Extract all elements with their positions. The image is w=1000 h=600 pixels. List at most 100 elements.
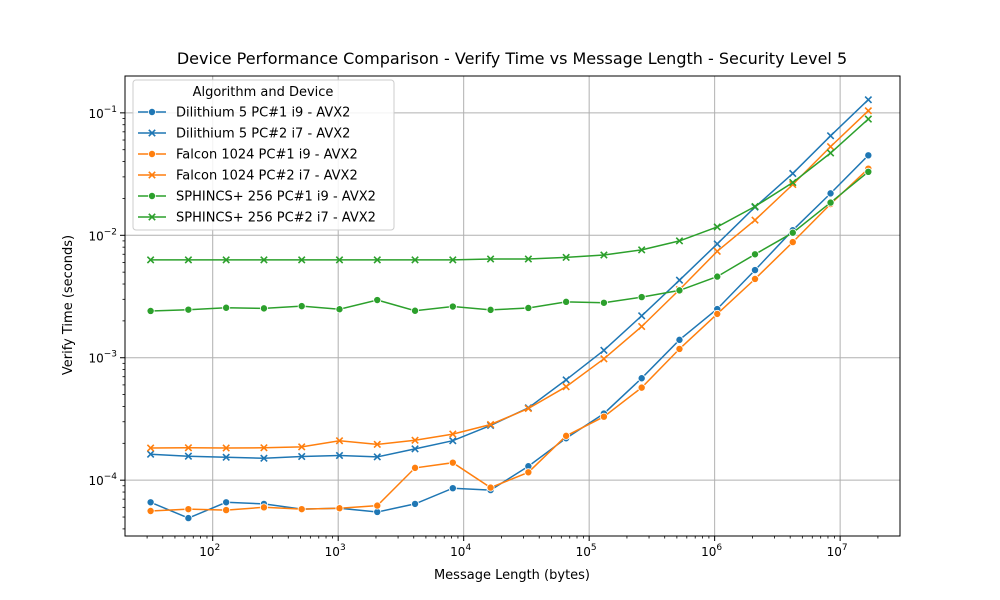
data-point: [448, 302, 457, 311]
legend-frame: [132, 79, 395, 231]
data-point: [222, 256, 230, 264]
y-tick-label: 10−1: [88, 105, 117, 121]
x-tick-label: 102: [199, 543, 220, 559]
data-point: [864, 95, 873, 104]
data-point: [335, 451, 344, 460]
data-point: [184, 514, 193, 523]
data-point: [789, 178, 797, 187]
y-tick-label: 10−4: [88, 472, 117, 488]
data-point: [486, 305, 495, 314]
data-point: [675, 237, 684, 245]
series-line: [150, 110, 869, 449]
y-tick-label: 10−3: [88, 350, 117, 366]
data-point: [146, 498, 155, 507]
data-point: [751, 266, 760, 275]
data-point: [826, 198, 835, 207]
data-point: [411, 436, 419, 444]
legend-label: Falcon 1024 PC#1 i9 - AVX2: [176, 148, 358, 163]
series-layer: [146, 95, 873, 523]
data-point: [789, 169, 797, 178]
data-point: [448, 458, 457, 467]
data-point: [637, 322, 646, 331]
legend-entry: Dilithium 5 PC#2 i7 - AVX2: [138, 127, 350, 142]
data-point: [259, 503, 268, 512]
data-point: [222, 453, 230, 461]
chart-title: Device Performance Comparison - Verify T…: [177, 49, 847, 68]
data-point: [297, 443, 306, 451]
data-point: [789, 180, 797, 189]
legend-label: Dilithium 5 PC#2 i7 - AVX2: [176, 127, 350, 142]
data-point: [335, 504, 344, 513]
legend-swatch-marker: [148, 129, 156, 137]
data-point: [260, 454, 268, 463]
data-point: [713, 309, 722, 318]
data-point: [297, 452, 306, 461]
data-point: [449, 436, 457, 445]
legend-entry: Falcon 1024 PC#1 i9 - AVX2: [138, 148, 358, 163]
data-point: [184, 256, 193, 264]
data-point: [751, 274, 760, 283]
data-point: [373, 256, 382, 264]
data-point: [788, 228, 797, 237]
legend-entry: Dilithium 5 PC#1 i9 - AVX2: [138, 106, 350, 121]
legend-entry: Falcon 1024 PC#2 i7 - AVX2: [138, 169, 358, 184]
data-point: [146, 256, 155, 264]
data-point: [146, 507, 155, 516]
legend-label: SPHINCS+ 256 PC#2 i7 - AVX2: [176, 211, 376, 226]
series-4: [146, 107, 873, 452]
data-point: [486, 255, 495, 263]
data-point: [599, 412, 608, 421]
x-tick-label: 107: [827, 543, 848, 559]
legend-swatch-marker: [148, 171, 156, 179]
data-point: [637, 312, 646, 320]
legend-swatch-marker: [147, 149, 156, 158]
data-point: [335, 436, 344, 445]
data-point: [411, 445, 419, 453]
data-point: [373, 296, 382, 305]
data-point: [562, 382, 570, 391]
data-point: [600, 251, 608, 259]
y-axis-label: Verify Time (seconds): [61, 235, 76, 375]
data-point: [675, 276, 684, 284]
data-point: [713, 247, 721, 256]
legend-swatch-marker: [147, 191, 156, 200]
legend-entry: SPHINCS+ 256 PC#1 i9 - AVX2: [138, 190, 376, 205]
legend: Algorithm and Device Dilithium 5 PC#1 i9…: [132, 79, 395, 231]
data-point: [524, 404, 533, 413]
x-tick-label: 103: [325, 543, 346, 559]
data-point: [826, 142, 835, 151]
data-point: [751, 250, 760, 259]
data-point: [600, 355, 608, 363]
data-point: [599, 298, 608, 307]
legend-swatch-marker: [148, 213, 156, 221]
data-point: [751, 202, 759, 211]
legend-label: Falcon 1024 PC#2 i7 - AVX2: [176, 169, 358, 184]
data-point: [373, 501, 382, 510]
series-6: [146, 115, 873, 264]
data-point: [222, 506, 231, 515]
ticks-layer: 102 103 104 105 106 107 10−4 10−3 10−2 10−1: [88, 105, 879, 559]
data-point: [146, 444, 155, 452]
data-point: [524, 303, 533, 312]
data-point: [260, 256, 268, 264]
data-point: [222, 444, 230, 452]
data-point: [562, 376, 570, 384]
data-point: [146, 450, 155, 458]
data-point: [449, 430, 457, 438]
data-point: [713, 223, 721, 231]
series-5: [146, 167, 873, 315]
legend-entries: Dilithium 5 PC#1 i9 - AVX2 Dilithium 5 PC…: [138, 106, 376, 226]
series-line: [150, 154, 869, 519]
data-point: [297, 302, 306, 311]
legend-label: Dilithium 5 PC#1 i9 - AVX2: [176, 106, 350, 121]
data-point: [675, 344, 684, 353]
data-point: [146, 306, 155, 315]
data-point: [486, 483, 495, 492]
x-tick-label: 106: [701, 543, 722, 559]
data-point: [411, 499, 420, 508]
data-point: [222, 498, 231, 507]
series-line: [150, 118, 869, 261]
data-point: [373, 440, 382, 449]
